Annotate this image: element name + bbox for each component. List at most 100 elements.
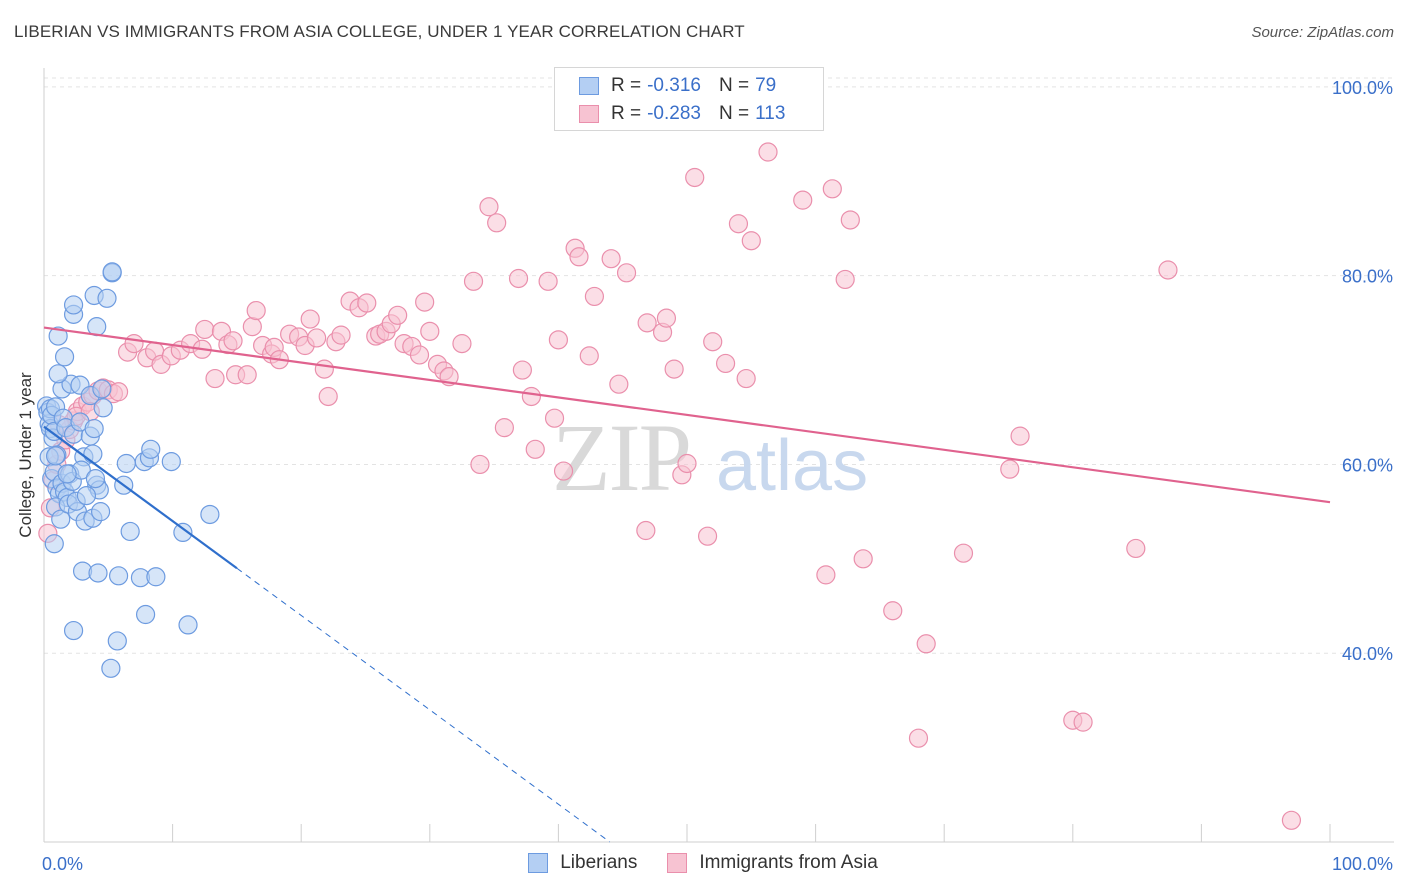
asia-point <box>1073 712 1093 732</box>
liberian-point <box>178 615 198 635</box>
liberian-point <box>120 521 140 542</box>
asia-point <box>205 368 225 389</box>
asia-point <box>664 359 684 379</box>
asia-point <box>314 359 334 379</box>
liberian-point <box>93 398 113 418</box>
asia-point <box>195 319 215 340</box>
asia-point <box>331 325 351 345</box>
liberian-trend-extension <box>236 567 611 843</box>
legend-r-label: R = <box>611 103 642 124</box>
asia-point <box>246 300 266 321</box>
legend-label-liberians: Liberians <box>560 852 638 873</box>
asia-point <box>1281 810 1302 830</box>
asia-point <box>487 213 507 233</box>
liberian-point <box>44 534 64 554</box>
asia-point <box>609 374 629 394</box>
liberian-point <box>141 439 161 459</box>
asia-point <box>521 386 541 407</box>
asia-point <box>1000 459 1020 479</box>
asia-point <box>656 308 677 328</box>
asia-point <box>741 231 761 251</box>
asia-point <box>736 368 756 389</box>
asia-point <box>677 453 697 474</box>
asia-point <box>840 210 860 230</box>
liberian-point <box>88 563 108 583</box>
asia-point <box>685 167 705 188</box>
asia-point <box>223 331 243 351</box>
watermark-zip: ZIP <box>552 404 690 511</box>
asia-point <box>569 247 589 267</box>
asia-point <box>1158 260 1178 280</box>
liberian-point <box>161 452 181 472</box>
asia-point <box>758 142 778 162</box>
asia-point <box>420 321 440 341</box>
y-tick-label: 60.0% <box>1342 455 1393 475</box>
asia-point <box>728 214 749 234</box>
liberian-point <box>102 262 122 282</box>
source-label: Source: ZipAtlas.com <box>1251 24 1394 41</box>
legend-swatch-asia <box>667 853 688 873</box>
liberian-point <box>63 620 84 641</box>
asia-point <box>793 190 813 210</box>
legend-swatch-liberians <box>528 853 549 873</box>
asia-point <box>525 439 545 459</box>
liberian-point <box>48 326 68 346</box>
asia-point <box>108 382 129 402</box>
liberian-point <box>83 444 103 464</box>
y-tick-label: 80.0% <box>1342 267 1393 287</box>
asia-point <box>538 271 558 291</box>
asia-point <box>715 353 736 374</box>
asia-point <box>822 179 842 199</box>
legend-n-value-asia: 113 <box>755 103 786 124</box>
liberian-point <box>57 464 77 484</box>
asia-point <box>318 386 338 407</box>
asia-trend-line <box>43 326 1331 504</box>
axes <box>43 68 1394 843</box>
y-tick-label: 100.0% <box>1332 78 1393 98</box>
legend-r-value-asia: -0.283 <box>647 103 701 124</box>
asia-point <box>601 249 621 269</box>
liberian-point <box>85 468 106 489</box>
asia-point <box>816 565 836 585</box>
legend-item-asia[interactable]: Immigrants from Asia <box>667 852 878 874</box>
liberian-point <box>108 566 129 586</box>
legend-r-label: R = <box>611 75 642 96</box>
asia-point <box>553 461 574 481</box>
watermark: ZIP atlas <box>552 404 868 511</box>
asia-point <box>508 268 529 289</box>
asia-point <box>463 271 484 291</box>
stats-legend: R = -0.316 N = 79 R = -0.283 N = 113 <box>554 67 824 131</box>
legend-n-label: N = <box>718 75 750 96</box>
asia-point <box>953 543 974 563</box>
y-tick-label: 40.0% <box>1342 644 1393 664</box>
liberian-point <box>45 446 66 466</box>
liberian-point <box>97 288 117 308</box>
legend-swatch-blue <box>579 77 599 95</box>
trend-lines <box>43 326 1331 843</box>
liberian-point <box>92 379 112 399</box>
asia-point <box>452 334 472 354</box>
legend-n-value-liberians: 79 <box>755 75 777 96</box>
chart-title: LIBERIAN VS IMMIGRANTS FROM ASIA COLLEGE… <box>14 22 745 41</box>
liberian-point <box>101 658 121 678</box>
liberian-point <box>63 295 84 315</box>
asia-point <box>1010 426 1030 446</box>
asia-point <box>584 286 605 307</box>
asia-point <box>512 360 532 380</box>
asia-point <box>544 408 565 428</box>
asia-point <box>470 454 490 475</box>
liberian-point <box>107 631 127 651</box>
asia-point <box>636 520 656 541</box>
liberian-point <box>173 522 193 543</box>
liberian-point <box>84 418 104 439</box>
liberian-point <box>146 567 166 587</box>
legend-n-label: N = <box>718 103 750 124</box>
asia-point <box>300 309 320 329</box>
legend-item-liberians[interactable]: Liberians <box>528 852 637 874</box>
y-axis-label: College, Under 1 year <box>16 372 35 538</box>
asia-point <box>916 634 936 654</box>
asia-point <box>415 292 435 312</box>
asia-point <box>307 328 327 348</box>
asia-point <box>357 293 377 313</box>
